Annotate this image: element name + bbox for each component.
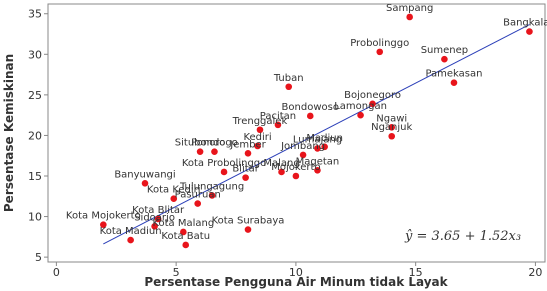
point — [182, 241, 190, 249]
point-label: Jember — [229, 139, 266, 150]
point-label: Mojokerto — [271, 162, 320, 173]
point-label: Kota Blitar — [132, 205, 185, 216]
point — [376, 48, 384, 56]
point-label: Trenggalek — [232, 116, 288, 127]
point-label: Malang — [263, 158, 299, 169]
point-label: Lumajang — [293, 134, 342, 145]
point — [369, 100, 376, 108]
point-label: Blitar — [232, 164, 259, 175]
point — [450, 79, 458, 86]
point-label: Situbondo — [175, 138, 226, 149]
point — [256, 126, 264, 134]
point-label: Sampang — [386, 3, 433, 14]
point-label: Kediri — [243, 132, 271, 143]
point — [141, 180, 149, 187]
y-tick-label: 20 — [28, 129, 42, 142]
regression-equation: ŷ = 3.65 + 1.52x₃ — [404, 229, 521, 244]
point-label: Kota Mojokerto — [66, 211, 141, 222]
point-label: Tuban — [273, 73, 304, 84]
x-tick-label: 0 — [53, 266, 60, 279]
point — [242, 174, 249, 181]
x-tick-label: 5 — [173, 266, 180, 279]
point — [100, 221, 107, 228]
x-tick-label: 10 — [289, 266, 303, 279]
point-label: Bondowoso — [282, 102, 339, 113]
point-label: Kota Madiun — [100, 226, 162, 237]
point-label: Bojonegoro — [344, 90, 401, 101]
point — [299, 151, 307, 159]
y-axis-label: Persentase Kemiskinan — [2, 54, 16, 212]
point — [254, 142, 261, 150]
x-axis-label: Persentase Pengguna Air Minum tidak Laya… — [144, 275, 448, 289]
point — [306, 112, 314, 120]
point — [406, 13, 413, 21]
point — [211, 148, 218, 155]
point — [127, 236, 134, 244]
point — [388, 132, 396, 140]
point — [526, 28, 533, 35]
point — [196, 148, 204, 155]
point-label: Kota Batu — [161, 231, 210, 242]
point — [244, 226, 252, 233]
point — [314, 145, 321, 152]
point-label: Nganjuk — [371, 122, 412, 133]
point — [244, 149, 252, 157]
point — [194, 200, 201, 207]
y-tick-label: 35 — [28, 8, 42, 21]
y-tick-label: 10 — [28, 211, 42, 224]
point-label: Kota Malang — [152, 218, 214, 229]
point-label: Banyuwangi — [114, 169, 175, 180]
y-tick-label: 25 — [28, 89, 42, 102]
point-label: Pasuruan — [175, 190, 221, 201]
point — [151, 223, 158, 230]
point-label: Ponorogo — [191, 138, 238, 149]
point-label: Jombang — [280, 141, 325, 152]
point — [292, 172, 300, 180]
regression-line — [103, 24, 530, 245]
point — [208, 192, 216, 199]
point-label: Kota Kediri — [147, 185, 201, 196]
point-label: Tulungagung — [179, 181, 244, 192]
point — [278, 168, 285, 176]
point-label: Madiun — [306, 133, 343, 144]
point — [154, 215, 162, 223]
plot-frame — [47, 3, 546, 263]
point — [285, 83, 293, 91]
point-label: Lamongan — [334, 101, 387, 112]
point-label: Sidoarjo — [134, 212, 175, 223]
point-label: Bangkalan — [503, 18, 547, 29]
point — [274, 121, 282, 129]
point-label: Probolinggo — [350, 38, 409, 49]
point — [180, 228, 187, 236]
point — [388, 124, 396, 131]
y-tick-label: 30 — [28, 48, 42, 61]
point-label: Magetan — [296, 156, 340, 167]
point-label: Pacitan — [260, 111, 296, 122]
point — [220, 168, 228, 176]
point — [441, 55, 448, 63]
x-tick-label: 20 — [528, 266, 542, 279]
y-tick-label: 5 — [35, 251, 42, 264]
point — [170, 195, 178, 203]
point-label: Sumenep — [421, 45, 468, 56]
point — [357, 111, 364, 119]
x-tick-label: 15 — [409, 266, 423, 279]
point-label: Pamekasan — [425, 69, 482, 80]
y-tick-label: 15 — [28, 170, 42, 183]
point — [321, 143, 328, 151]
point — [314, 167, 321, 174]
point-label: Kota Probolinggo — [182, 158, 266, 169]
point-label: Ngawi — [376, 113, 407, 124]
point-label: Kota Surabaya — [212, 216, 285, 227]
